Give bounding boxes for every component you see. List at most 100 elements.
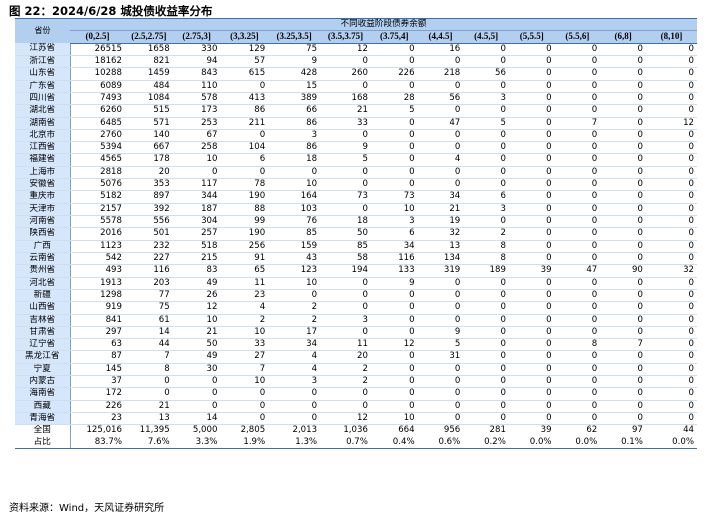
table-cell: 215 [172,252,221,266]
table-cell: 19 [417,215,464,229]
table-cell: 187 [172,203,221,217]
table-cell: 50 [172,338,221,352]
table-row: 新疆 1298 77 26 23 0 0 0 0 0 0 0 0 0 [15,289,697,303]
table-cell: 133 [370,264,418,278]
table-cell: 73 [370,190,418,204]
table-cell: 1658 [125,43,173,56]
table-cell: 0 [600,363,646,377]
table-cell: 16 [417,43,464,56]
table-cell: 484 [125,80,173,93]
table-cell: 11 [320,338,371,352]
table-cell: 664 [370,424,418,437]
table-cell: 50 [320,227,371,241]
table-cell: 344 [172,190,221,204]
table-cell: 0 [463,129,509,143]
table-cell: 0 [645,178,697,192]
table-cell: 7 [125,350,173,364]
table-cell: 0 [320,387,371,401]
table-cell: 10 [370,203,418,217]
table-cell: 0 [463,153,509,167]
row-label: 河北省 [15,277,71,290]
table-cell: 0 [370,314,418,327]
table-cell: 0 [508,141,555,155]
table-cell: 667 [125,141,173,155]
table-cell: 1123 [70,240,125,253]
table-cell: 0 [370,301,418,315]
row-label: 河南省 [15,215,71,229]
table-cell: 0 [508,129,555,143]
column-header: (3,3.25] [220,30,269,44]
table-cell: 0.0% [554,436,601,449]
table-cell: 57 [220,55,269,69]
table-cell: 0 [645,80,697,93]
table-cell: 0 [645,92,697,106]
table-cell: 0 [554,375,601,389]
table-cell: 0 [172,400,221,414]
table-cell: 0 [508,387,555,401]
table-cell: 20 [320,350,371,364]
table-row: 湖北省 6260 515 173 86 66 21 5 0 0 0 0 0 0 [15,104,697,118]
table-cell: 0.0% [508,436,555,449]
table-cell: 0 [554,55,601,69]
table-cell: 8 [463,240,509,253]
row-label: 广西 [15,240,71,253]
table-cell: 0 [320,129,371,143]
row-label: 山西省 [15,301,71,315]
figure-title: 图 22：2024/6/28 城投债收益率分布 [9,4,213,18]
table-cell: 0 [125,387,173,401]
table-cell: 3 [268,129,321,143]
table-cell: 897 [125,190,173,204]
row-label: 甘肃省 [15,326,71,340]
table-cell: 0 [320,277,371,290]
table-cell: 33 [220,338,269,352]
table-cell: 77 [125,289,173,303]
table-cell: 0 [645,129,697,143]
table-cell: 5 [320,153,371,167]
table-cell: 0 [554,412,601,426]
table-row: 广东省 6089 484 110 0 15 0 0 0 0 0 0 0 0 [15,80,697,93]
column-header: (3.75,4] [370,30,418,44]
table-cell: 0 [417,80,464,93]
table-cell: 0 [417,166,464,180]
column-header: (2.5,2.75] [125,30,173,44]
table-cell: 0 [370,55,418,69]
table-cell: 125,016 [70,424,125,437]
table-cell: 4 [417,153,464,167]
table-cell: 2157 [70,203,125,217]
table-cell: 0 [554,203,601,217]
table-cell: 571 [125,117,173,130]
table-cell: 12 [320,412,371,426]
table-cell: 0 [600,326,646,340]
table-cell: 0 [320,55,371,69]
row-label: 江苏省 [15,43,71,56]
table-cell: 0 [554,43,601,56]
table-cell: 14 [172,412,221,426]
row-label: 海南省 [15,387,71,401]
table-cell: 2 [320,375,371,389]
table-cell: 76 [268,215,321,229]
table-cell: 86 [268,117,321,130]
table-cell: 0 [220,400,269,414]
table-cell: 30 [172,363,221,377]
table-cell: 0 [463,141,509,155]
table-cell: 0 [417,129,464,143]
table-row: 宁夏 145 8 30 7 4 2 0 0 0 0 0 0 0 [15,363,697,377]
table-cell: 0 [554,215,601,229]
table-cell: 173 [172,104,221,118]
table-cell: 10 [268,277,321,290]
table-cell: 0 [600,314,646,327]
table-cell: 12 [370,338,418,352]
table-cell: 172 [70,387,125,401]
table-row: 四川省 7493 1084 578 413 389 168 28 56 3 0 0 0 0 [15,92,697,106]
table-cell: 0 [417,277,464,290]
row-label: 占比 [15,436,71,449]
row-label: 上海市 [15,166,71,180]
table-cell: 49 [172,277,221,290]
table-cell: 0 [370,80,418,93]
table-cell: 0 [220,412,269,426]
table-cell: 0 [125,375,173,389]
table-cell: 0 [554,227,601,241]
table-cell: 227 [125,252,173,266]
table-cell: 0 [554,387,601,401]
table-row: 广西 1123 232 518 256 159 85 34 13 8 0 0 0 0 [15,240,697,253]
